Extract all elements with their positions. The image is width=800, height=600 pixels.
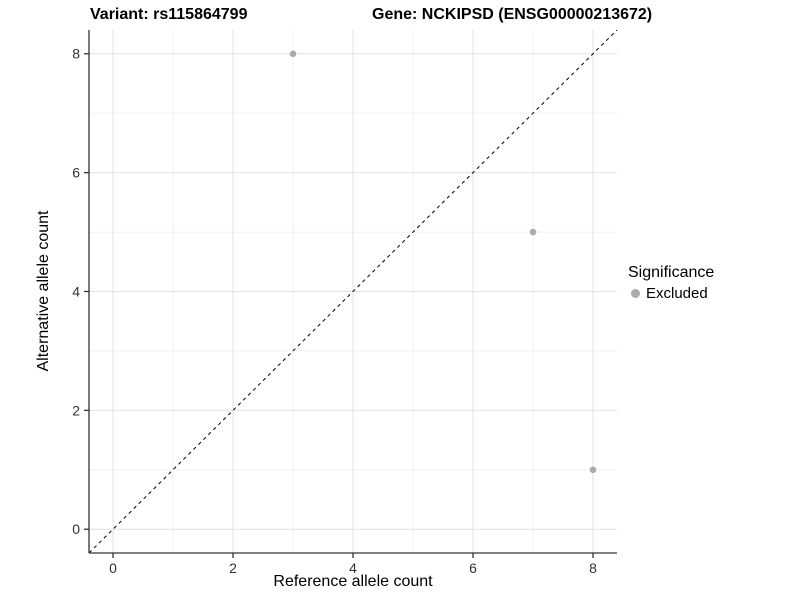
x-tick-label: 2 (229, 560, 237, 576)
y-axis-label: Alternative allele count (35, 210, 52, 372)
x-tick-label: 0 (109, 560, 117, 576)
identity-reference-line (88, 29, 618, 554)
x-tick-label: 4 (349, 560, 357, 576)
x-tick-label: 8 (589, 560, 597, 576)
plot-title-gene: Gene: NCKIPSD (ENSG00000213672) (372, 6, 653, 23)
legend: Significance Excluded (628, 264, 714, 302)
data-point (589, 466, 597, 474)
y-tick-label: 8 (72, 46, 80, 62)
x-axis-label: Reference allele count (273, 573, 433, 590)
y-tick-label: 4 (72, 283, 80, 299)
data-point (289, 50, 297, 58)
legend-item-excluded: Excluded (628, 285, 714, 302)
y-tick-label: 0 (72, 521, 80, 537)
excluded-point-swatch-icon (631, 289, 640, 298)
y-tick-label: 2 (72, 402, 80, 418)
legend-title: Significance (628, 264, 715, 281)
legend-item-label: Excluded (646, 285, 708, 302)
data-point (529, 228, 537, 236)
y-tick-label: 6 (72, 165, 80, 181)
plot-title-variant: Variant: rs115864799 (90, 6, 248, 23)
x-tick-label: 6 (469, 560, 477, 576)
